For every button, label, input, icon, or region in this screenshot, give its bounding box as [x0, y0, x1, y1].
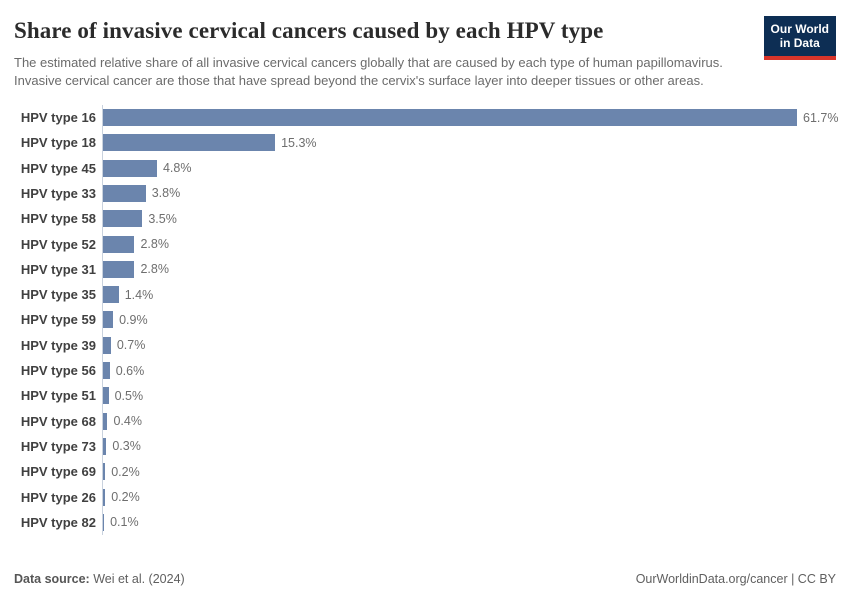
bar[interactable]: [103, 159, 157, 177]
chart-footer: Data source: Wei et al. (2024) OurWorldi…: [14, 572, 836, 586]
bar[interactable]: [103, 109, 797, 127]
data-source-value: Wei et al. (2024): [89, 572, 185, 586]
bar-area: 0.6%: [102, 357, 836, 384]
category-label: HPV type 58: [20, 211, 96, 227]
bar-row: HPV type 39 0.7%: [14, 332, 836, 358]
bar-area: 0.3%: [102, 433, 836, 460]
bar-area: 0.5%: [102, 383, 836, 409]
bar-row: HPV type 51 0.5%: [14, 383, 836, 409]
bar-row: HPV type 82 0.1%: [14, 509, 836, 535]
bar-row: HPV type 18 15.3%: [14, 130, 836, 156]
category-label: HPV type 68: [20, 413, 96, 429]
chart-subtitle: The estimated relative share of all inva…: [14, 55, 723, 89]
category-label: HPV type 35: [20, 287, 96, 303]
bar-area: 2.8%: [102, 231, 836, 257]
bar-row: HPV type 31 2.8%: [14, 256, 836, 282]
bar[interactable]: [103, 336, 111, 354]
bar-area: 15.3%: [102, 130, 836, 156]
bar[interactable]: [103, 362, 110, 380]
value-label: 0.5%: [114, 388, 144, 403]
bar[interactable]: [103, 134, 276, 152]
bar-row: HPV type 26 0.2%: [14, 484, 836, 510]
bar-area: 3.8%: [102, 180, 836, 207]
bar-row: HPV type 45 4.8%: [14, 155, 836, 181]
bar[interactable]: [103, 235, 135, 253]
bar-row: HPV type 58 3.5%: [14, 206, 836, 232]
bar-row: HPV type 52 2.8%: [14, 231, 836, 257]
category-label: HPV type 69: [20, 464, 96, 480]
bar[interactable]: [103, 311, 114, 329]
category-label: HPV type 33: [20, 185, 96, 201]
bar-area: 61.7%: [102, 104, 839, 131]
category-label: HPV type 45: [20, 160, 96, 176]
bar-area: 0.2%: [102, 484, 836, 510]
chart-rows: HPV type 16 61.7% HPV type 18 15.3% HPV …: [14, 104, 839, 535]
bar-row: HPV type 68 0.4%: [14, 408, 836, 434]
bar[interactable]: [103, 437, 107, 455]
bar-row: HPV type 33 3.8%: [14, 180, 836, 207]
bar[interactable]: [103, 210, 143, 228]
bar[interactable]: [103, 387, 109, 405]
bar[interactable]: [103, 184, 146, 202]
category-label: HPV type 56: [20, 363, 96, 379]
category-label: HPV type 59: [20, 312, 96, 328]
bar-area: 0.7%: [102, 332, 836, 358]
bar-area: 0.9%: [102, 307, 836, 333]
value-label: 4.8%: [162, 161, 192, 176]
bar-row: HPV type 35 1.4%: [14, 281, 836, 308]
value-label: 0.2%: [111, 464, 140, 479]
value-label: 15.3%: [281, 135, 317, 150]
bar-area: 0.1%: [102, 509, 836, 535]
bar[interactable]: [103, 260, 135, 278]
owid-logo-line1: Our World: [770, 22, 829, 36]
data-source-label: Data source:: [14, 572, 90, 586]
owid-logo-line2: in Data: [779, 36, 820, 51]
bar[interactable]: [103, 488, 106, 506]
value-label: 1.4%: [124, 287, 154, 302]
category-label: HPV type 73: [20, 438, 96, 454]
value-label: 61.7%: [803, 110, 839, 125]
category-label: HPV type 16: [20, 110, 96, 126]
page-title: Share of invasive cervical cancers cause…: [14, 18, 604, 43]
bar-row: HPV type 69 0.2%: [14, 459, 836, 485]
bar-area: 2.8%: [102, 256, 836, 282]
bar[interactable]: [103, 463, 106, 481]
bar-area: 3.5%: [102, 206, 836, 232]
value-label: 2.8%: [140, 237, 169, 252]
bar-area: 1.4%: [102, 281, 836, 308]
bar[interactable]: [103, 412, 108, 430]
category-label: HPV type 51: [20, 388, 96, 404]
value-label: 0.3%: [112, 439, 141, 454]
value-label: 0.7%: [116, 338, 146, 353]
bar-row: HPV type 56 0.6%: [14, 357, 836, 384]
category-label: HPV type 39: [20, 337, 96, 353]
bar-area: 0.2%: [102, 459, 836, 485]
category-label: HPV type 26: [20, 489, 96, 505]
value-label: 0.6%: [115, 363, 145, 378]
bar-chart: HPV type 16 61.7% HPV type 18 15.3% HPV …: [14, 104, 839, 535]
value-label: 0.2%: [111, 490, 140, 504]
owid-logo[interactable]: Our World in Data: [763, 16, 836, 60]
category-label: HPV type 82: [20, 514, 96, 530]
category-label: HPV type 18: [20, 135, 96, 151]
owid-url-license-link[interactable]: OurWorldinData.org/cancer | CC BY: [635, 572, 836, 586]
category-label: HPV type 31: [20, 261, 96, 277]
category-label: HPV type 52: [20, 236, 96, 252]
bar-area: 4.8%: [102, 155, 836, 181]
bar[interactable]: [103, 286, 119, 304]
value-label: 0.4%: [113, 414, 142, 429]
bar-row: HPV type 16 61.7%: [14, 104, 839, 131]
chart-header: Share of invasive cervical cancers cause…: [14, 16, 836, 91]
bar-area: 0.4%: [102, 408, 836, 434]
data-source-note: Data source: Wei et al. (2024): [14, 572, 185, 586]
bar-row: HPV type 73 0.3%: [14, 433, 836, 460]
value-label: 2.8%: [140, 262, 169, 277]
value-label: 3.8%: [151, 186, 181, 201]
value-label: 0.9%: [119, 312, 148, 327]
bar-row: HPV type 59 0.9%: [14, 307, 836, 333]
value-label: 3.5%: [148, 211, 177, 226]
value-label: 0.1%: [110, 515, 139, 530]
bar[interactable]: [103, 513, 105, 531]
